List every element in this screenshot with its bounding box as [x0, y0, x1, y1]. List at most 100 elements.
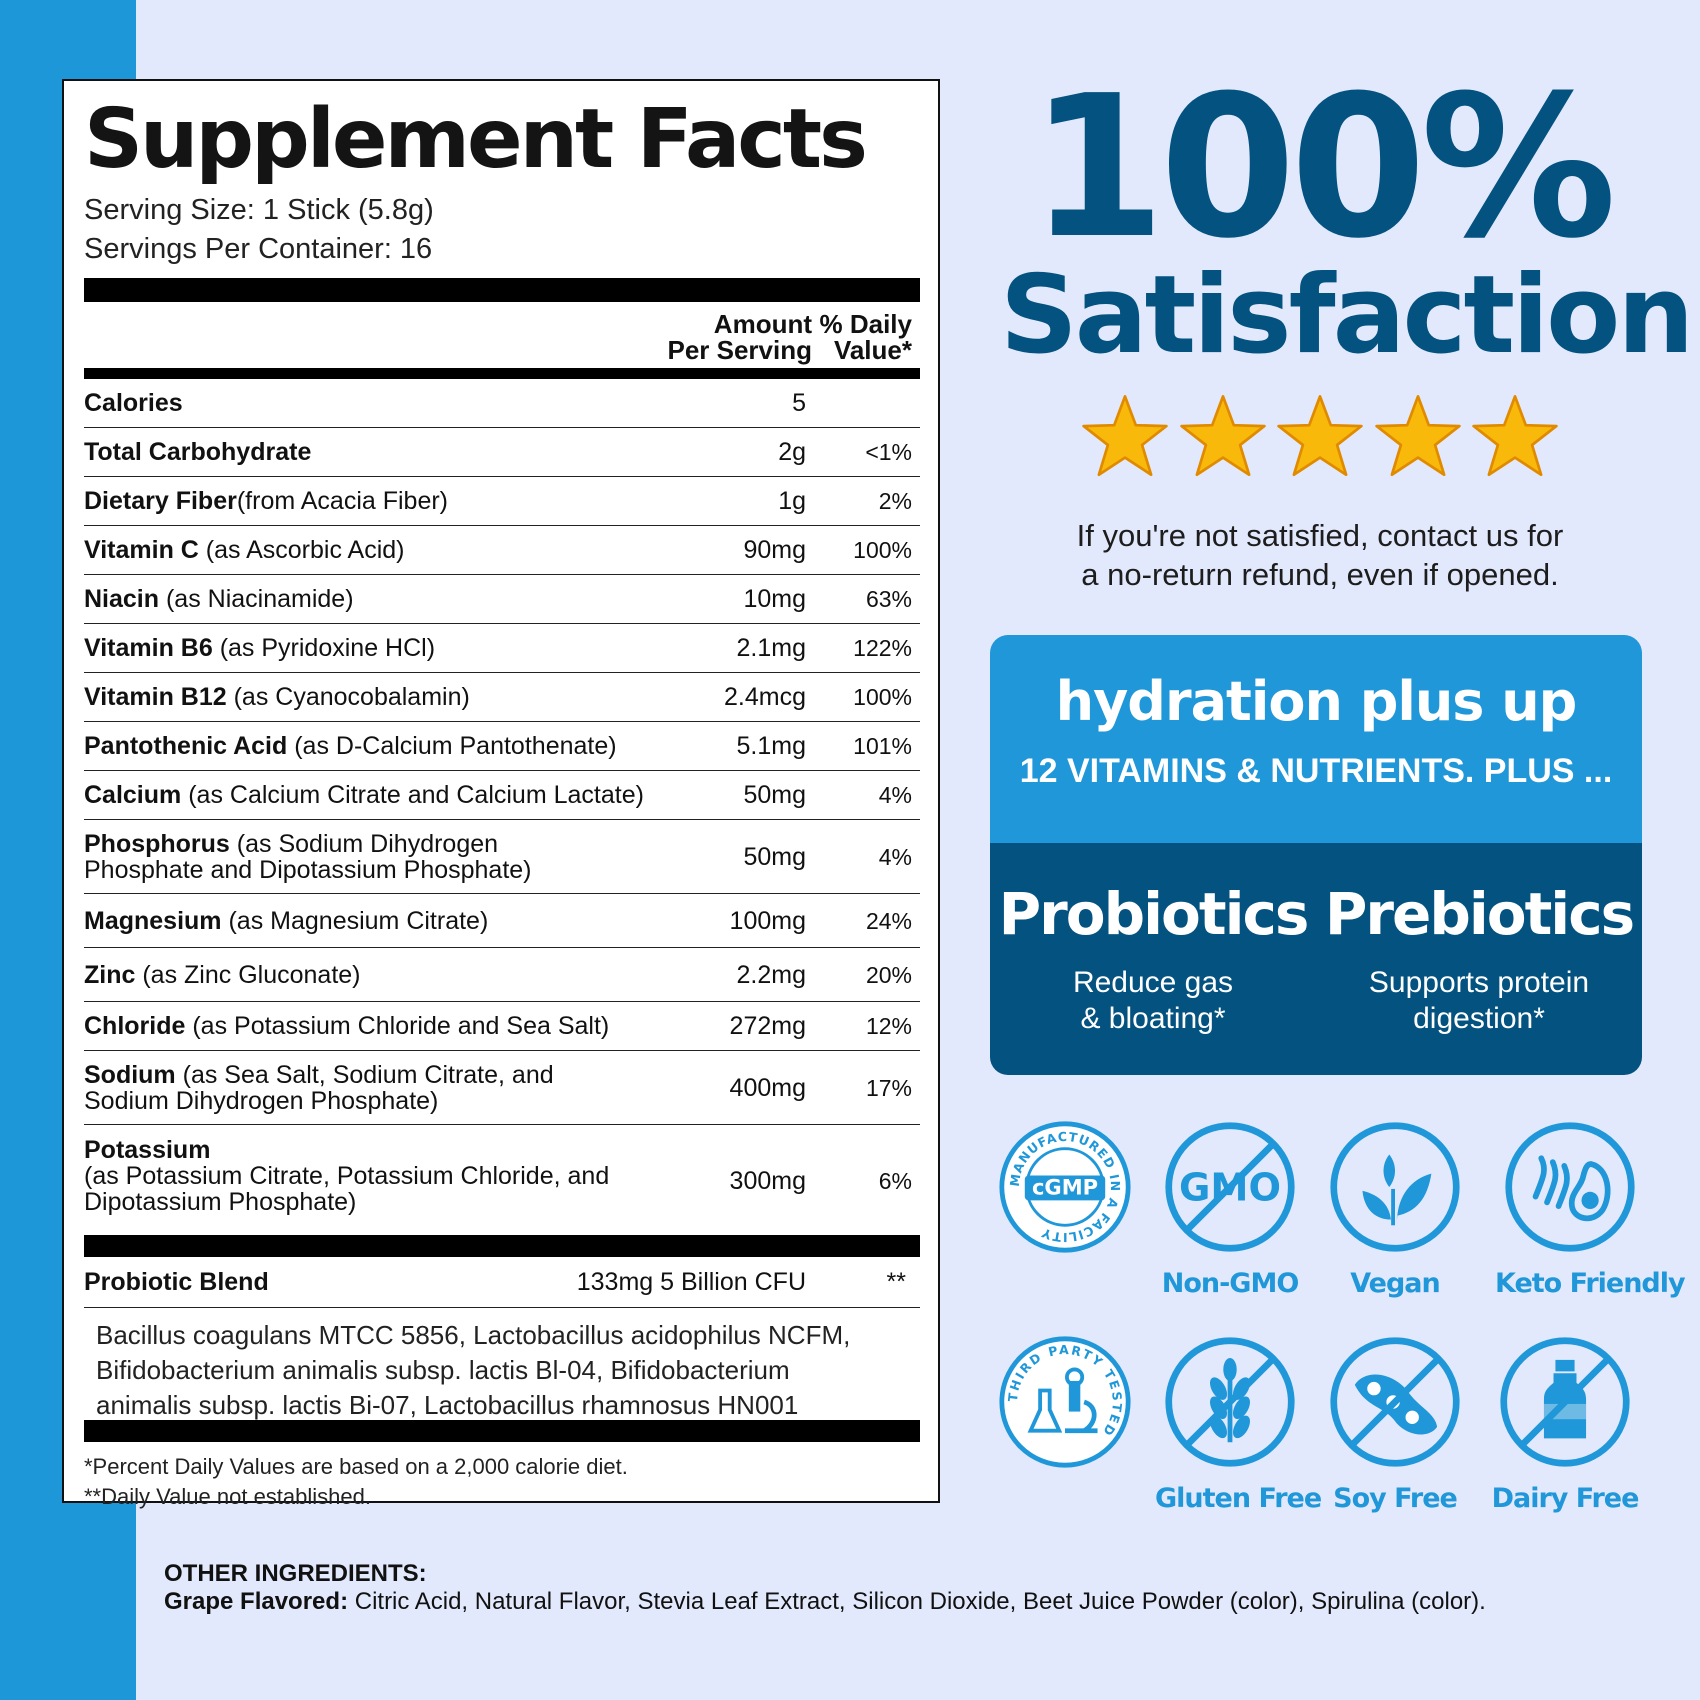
nutrient-row: Zinc (as Zinc Gluconate) 2.2mg 20%: [84, 948, 920, 1002]
nutrient-label: Sodium: [84, 1060, 176, 1089]
nutrient-daily-value: 4%: [878, 843, 912, 870]
nutrient-name: Phosphorus (as Sodium Dihydrogen Phosphat…: [84, 831, 666, 883]
nutrient-name: Vitamin B12 (as Cyanocobalamin): [84, 684, 666, 710]
servings-per-container: Servings Per Container: 16: [84, 233, 433, 265]
nutrient-amount: 50mg: [743, 781, 806, 809]
cgmp-seal-icon: MANUFACTURED IN A FACILITY cGMP: [999, 1121, 1131, 1253]
prebiotics-title: Prebiotics: [1324, 880, 1635, 948]
nutrient-row: Chloride (as Potassium Chloride and Sea …: [84, 1002, 920, 1051]
divider-thick: [84, 278, 920, 302]
nutrient-daily-value: 20%: [865, 961, 912, 988]
nutrient-label: Calcium: [84, 781, 182, 809]
supplement-facts-panel: Supplement Facts Serving Size: 1 Stick (…: [62, 79, 940, 1509]
nutrient-daily-value: 17%: [865, 1074, 912, 1101]
nutrient-name: Chloride (as Potassium Chloride and Sea …: [84, 1013, 666, 1039]
no-gmo-icon: GMO: [1165, 1122, 1295, 1252]
star-icon: [1472, 395, 1558, 477]
nutrient-label: Total Carbohydrate: [84, 438, 312, 466]
nutrient-source: (as Cyanocobalamin): [226, 683, 470, 711]
nutrient-daily-value: 2%: [878, 488, 912, 514]
avocado-icon: [1505, 1122, 1635, 1252]
nutrient-label: Vitamin C: [84, 536, 199, 564]
amount-header: Amount: [713, 309, 812, 339]
serving-size: Serving Size: 1 Stick (5.8g): [84, 194, 434, 226]
nutrient-name: Sodium (as Sea Salt, Sodium Citrate, and…: [84, 1062, 666, 1114]
nutrient-rows: Calories 5 Total Carbohydrate 2g <1% Dietary …: [84, 379, 920, 1225]
nutrient-amount: 50mg: [743, 842, 806, 871]
nutrient-row: Potassium (as Potassium Citrate, Potassiu…: [84, 1125, 920, 1225]
nutrient-daily-value: 101%: [853, 733, 912, 759]
nutrient-source: Phosphate and Dipotassium Phosphate): [84, 855, 532, 884]
nutrient-source: (as Calcium Citrate and Calcium Lactate): [181, 781, 644, 809]
nutrient-row: Niacin (as Niacinamide) 10mg 63%: [84, 575, 920, 624]
nutrient-amount: 100mg: [729, 906, 806, 935]
nutrient-amount: 10mg: [743, 585, 806, 613]
dv-header-2: Value*: [833, 335, 912, 365]
nutrient-name: Magnesium (as Magnesium Citrate): [84, 908, 666, 934]
nutrient-label: Vitamin B12: [84, 683, 227, 711]
nutrient-daily-value: 100%: [853, 537, 912, 563]
rating-stars: [1080, 392, 1560, 480]
nutrient-source: (as Pyridoxine HCl): [212, 634, 436, 662]
probiotic-blend-row: Probiotic Blend 133mg 5 Billion CFU **: [84, 1257, 920, 1308]
leaf-icon: [1330, 1122, 1460, 1252]
nutrient-name: Calories: [84, 390, 666, 416]
amount-header-2: Per Serving: [667, 335, 812, 365]
nutrient-label: Dietary Fiber: [84, 487, 237, 515]
guarantee-line: If you're not satisfied, contact us for: [1076, 518, 1564, 553]
milk-bottle-icon: [1500, 1337, 1630, 1467]
nutrient-amount: 5.1mg: [736, 732, 806, 760]
soy-free-badge: Soy Free: [1320, 1335, 1470, 1514]
strains-line: Bacillus coagulans MTCC 5856, Lactobacil…: [96, 1320, 851, 1350]
badge-label: Vegan: [1350, 1268, 1441, 1299]
nutrient-amount: 2.4mcg: [724, 683, 806, 711]
hydration-subtitle: 12 VITAMINS & NUTRIENTS. PLUS ...: [1019, 752, 1613, 790]
nutrient-amount: 400mg: [729, 1073, 806, 1102]
prebiotics-block: Prebiotics Supports protein digestion*: [1316, 843, 1642, 1075]
badge-label: Non-GMO: [1161, 1268, 1300, 1299]
headline-percent: 100%: [1029, 54, 1617, 282]
nutrient-name: Dietary Fiber(from Acacia Fiber): [84, 488, 666, 514]
nutrient-daily-value: 4%: [878, 782, 912, 808]
divider-thick: [84, 1420, 920, 1442]
badge-label: Keto Friendly: [1495, 1268, 1686, 1299]
nutrient-label: Calories: [84, 389, 183, 417]
blend-amount: 133mg 5 Billion CFU: [576, 1267, 806, 1296]
headline-satisfaction: Satisfaction: [1000, 253, 1694, 378]
strains-line: Bifidobacterium animalis subsp. lactis B…: [96, 1355, 790, 1385]
keto-badge: Keto Friendly: [1495, 1120, 1686, 1299]
nutrient-source: (as Potassium Chloride and Sea Salt): [185, 1012, 610, 1040]
nutrient-name: Vitamin B6 (as Pyridoxine HCl): [84, 635, 666, 661]
nutrient-row: Magnesium (as Magnesium Citrate) 100mg 24%: [84, 894, 920, 948]
star-icon: [1082, 395, 1168, 477]
nutrient-label: Potassium: [84, 1136, 211, 1164]
biotics-panel: Probiotics Reduce gas & bloating* Prebiot…: [990, 843, 1642, 1075]
nutrient-amount: 272mg: [729, 1012, 806, 1040]
nutrient-label: Chloride: [84, 1012, 186, 1040]
nutrient-source: (as Sea Salt, Sodium Citrate, and: [175, 1060, 554, 1089]
nutrient-row: Calories 5: [84, 379, 920, 428]
nutrient-row: Calcium (as Calcium Citrate and Calcium …: [84, 771, 920, 820]
probiotics-title: Probiotics: [998, 880, 1310, 948]
star-icon: [1179, 395, 1266, 477]
facts-title: Supplement Facts: [84, 92, 868, 187]
nutrient-label: Vitamin B6: [84, 634, 213, 662]
nutrient-name: Zinc (as Zinc Gluconate): [84, 962, 666, 988]
nutrient-name: Pantothenic Acid (as D-Calcium Pantothen…: [84, 733, 666, 759]
nutrient-daily-value: <1%: [865, 439, 912, 465]
star-icon: [1374, 395, 1461, 477]
nutrient-source: (as Potassium Citrate, Potassium Chlorid…: [84, 1162, 610, 1190]
nutrient-amount: 300mg: [729, 1167, 806, 1195]
ingredients-list: Citric Acid, Natural Flavor, Stevia Leaf…: [348, 1588, 1486, 1615]
footnotes: *Percent Daily Values are based on a 2,0…: [84, 1442, 920, 1512]
nutrient-amount: 2g: [778, 438, 806, 466]
dv-header: % Daily: [819, 309, 913, 339]
nutrient-label: Niacin: [84, 585, 160, 613]
nutrient-daily-value: 6%: [878, 1168, 912, 1194]
nutrient-amount: 1g: [778, 487, 806, 515]
star-icon: [1277, 395, 1363, 477]
nutrient-row: Sodium (as Sea Salt, Sodium Citrate, and…: [84, 1051, 920, 1125]
divider-medium: [84, 368, 920, 379]
nutrient-row: Total Carbohydrate 2g <1%: [84, 428, 920, 477]
nutrient-name: Total Carbohydrate: [84, 439, 666, 465]
